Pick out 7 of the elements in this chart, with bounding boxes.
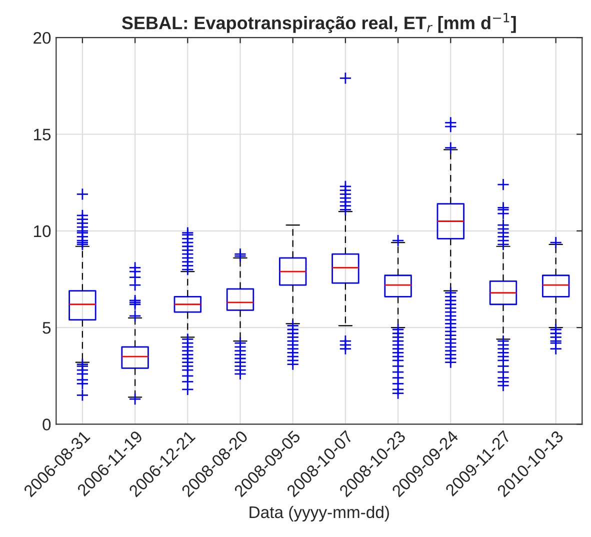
y-tick-label: 15	[34, 128, 51, 140]
y-tick-label: 10	[34, 225, 51, 238]
chart-title: SEBAL: Evapotranspiração real, ET$_{r}$ [mm d$^{−1}$]	[122, 13, 516, 33]
y-tick-label: 5	[42, 322, 51, 334]
x-axis-title: Data (yyyy-mm-dd)	[250, 506, 389, 522]
y-tick-label: 20	[34, 32, 51, 44]
y-tick-label: 0	[42, 418, 51, 430]
